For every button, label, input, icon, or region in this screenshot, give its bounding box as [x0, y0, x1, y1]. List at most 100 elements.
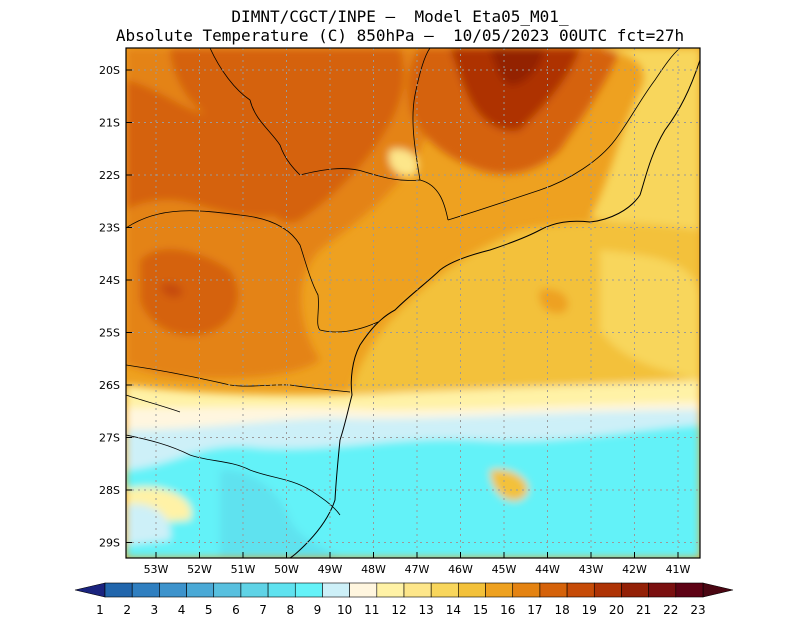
colorbar-label: 6: [232, 603, 240, 617]
colorbar-label: 12: [391, 603, 406, 617]
colorbar-swatch: [376, 582, 405, 598]
lat-tick-label: 21S: [99, 117, 120, 130]
coastline: [289, 59, 700, 558]
lat-tick-label: 29S: [99, 537, 120, 550]
state-border-sc-rs: [126, 434, 341, 516]
field-zone-14-east: [600, 250, 700, 380]
colorbar-swatch: [675, 582, 704, 598]
colorbar-swatch: [131, 582, 160, 598]
colorbar-label: 23: [690, 603, 705, 617]
colorbar-label: 16: [500, 603, 515, 617]
colorbar-swatch: [159, 582, 187, 598]
lat-tick-label: 25S: [99, 327, 120, 340]
longitude-axis: 53W 52W 51W 50W 49W 48W 47W 46W 45W 44W 43W 42W 41W: [144, 552, 691, 576]
colorbar-label: 19: [582, 603, 597, 617]
field-zone-16-spot: [539, 289, 569, 314]
map-title-line-2: Absolute Temperature (C) 850hPa – 10/05/…: [115, 26, 685, 45]
map-frame: [125, 47, 701, 559]
colorbar-label: 10: [337, 603, 352, 617]
colorbar-label: 21: [636, 603, 651, 617]
colorbar-label: 15: [473, 603, 488, 617]
colorbar-swatch: [240, 582, 269, 598]
lon-tick-label: 44W: [535, 563, 560, 576]
colorbar-swatch: [104, 582, 133, 598]
field-zone-18-north: [170, 48, 404, 223]
colorbar-label: 14: [446, 603, 461, 617]
field-zone-20: [450, 48, 580, 131]
colorbar-over-arrow: [702, 582, 734, 598]
colorbar-swatch: [458, 582, 486, 598]
colorbar-swatch: [485, 582, 514, 598]
colorbar-label: 11: [364, 603, 379, 617]
lon-tick-label: 42W: [622, 563, 647, 576]
colorbar-label: 2: [123, 603, 131, 617]
colorbar-swatch: [539, 582, 568, 598]
lon-tick-label: 52W: [187, 563, 212, 576]
colorbar-label: 17: [527, 603, 542, 617]
colorbar-swatch: [322, 582, 350, 598]
colorbar-label: 18: [554, 603, 569, 617]
lat-tick-label: 28S: [99, 484, 120, 497]
temperature-field: [126, 48, 700, 558]
colorbar-swatch: [403, 582, 432, 598]
lon-tick-label: 50W: [274, 563, 299, 576]
colorbar-swatch: [267, 582, 296, 598]
field-zone-10b: [126, 504, 171, 545]
lon-tick-label: 47W: [405, 563, 430, 576]
lat-tick-label: 22S: [99, 169, 120, 182]
colorbar-under-arrow: [74, 582, 106, 598]
colorbar-label: 8: [286, 603, 294, 617]
colorbar-label: 20: [609, 603, 624, 617]
latitude-axis: 20S 21S 22S 23S 24S 25S 26S 27S 28S 29S: [99, 64, 132, 550]
state-border-mg-west: [412, 48, 431, 181]
map-title-line-1: DIMNT/CGCT/INPE – Model Eta05_M01_: [231, 7, 569, 26]
colorbar-label: 7: [259, 603, 267, 617]
colorbar-swatch: [186, 582, 215, 598]
colorbar-swatch: [566, 582, 595, 598]
colorbar-swatch: [512, 582, 541, 598]
lat-tick-label: 23S: [99, 222, 120, 235]
colorbar-label: 1: [96, 603, 104, 617]
lon-tick-label: 48W: [361, 563, 386, 576]
lat-tick-label: 20S: [99, 64, 120, 77]
colorbar-label: 4: [178, 603, 186, 617]
colorbar: 1 2 3 4 5 6 7 8 9 10 11 12 13 14 15 16 17 18 19 20 21 22 23: [74, 582, 734, 617]
lon-tick-label: 51W: [231, 563, 256, 576]
colorbar-swatch: [294, 582, 323, 598]
state-border-pr-sc: [126, 364, 351, 393]
state-border-mg-rj-es: [447, 48, 681, 221]
lat-tick-label: 26S: [99, 379, 120, 392]
colorbar-swatch: [213, 582, 242, 598]
colorbar-swatch: [621, 582, 649, 598]
river-border-parana: [209, 48, 301, 176]
graticule: [126, 48, 700, 558]
colorbar-swatch: [593, 582, 622, 598]
colorbar-swatch: [430, 582, 459, 598]
colorbar-swatch: [648, 582, 677, 598]
lat-tick-label: 27S: [99, 432, 120, 445]
lon-tick-label: 53W: [144, 563, 169, 576]
lat-tick-label: 24S: [99, 274, 120, 287]
field-zone-14-northeast: [590, 48, 700, 230]
state-border-pr-sp: [126, 210, 379, 333]
lon-tick-label: 45W: [492, 563, 517, 576]
field-zone-19: [160, 283, 183, 298]
field-zone-13-spot: [389, 149, 419, 177]
boundaries: [126, 48, 700, 558]
colorbar-label: 9: [314, 603, 322, 617]
colorbar-label: 22: [663, 603, 678, 617]
colorbar-label: 3: [151, 603, 159, 617]
field-zone-15-island: [490, 469, 529, 501]
field-zone-18-southwest: [140, 249, 239, 336]
border-argentina: [126, 394, 181, 413]
colorbar-label: 13: [419, 603, 434, 617]
field-zone-21: [490, 48, 545, 85]
lon-tick-label: 46W: [448, 563, 473, 576]
lon-tick-label: 49W: [318, 563, 343, 576]
field-zone-8: [220, 469, 340, 558]
colorbar-swatch: [349, 582, 378, 598]
lon-tick-label: 43W: [579, 563, 604, 576]
colorbar-label: 5: [205, 603, 213, 617]
lon-tick-label: 41W: [666, 563, 691, 576]
